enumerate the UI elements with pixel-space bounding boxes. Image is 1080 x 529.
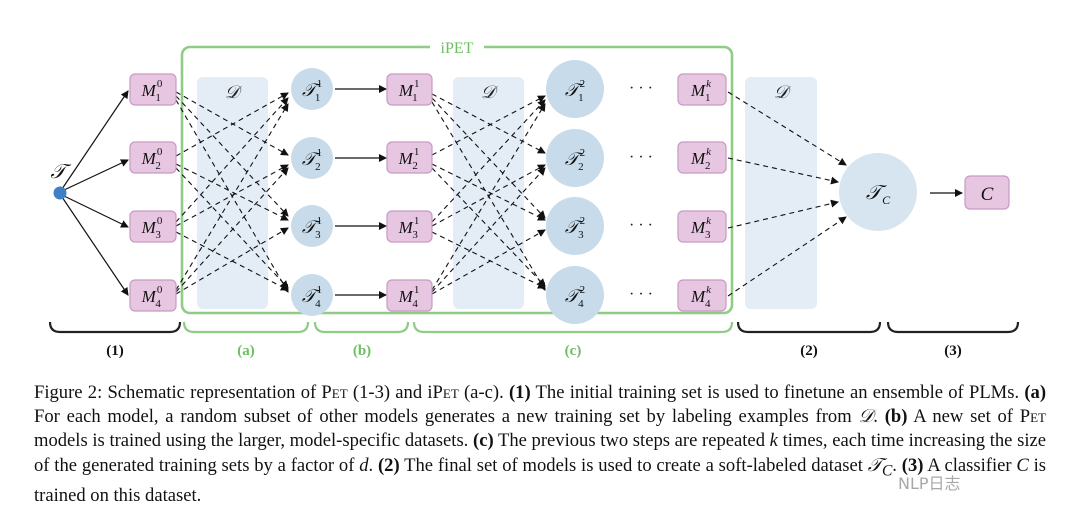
brace-b	[313, 321, 410, 334]
model-m0-4: M0 4	[129, 279, 177, 312]
svg-text:𝒯21: 𝒯2 1	[565, 78, 585, 104]
dashed-arrows-c	[431, 93, 546, 295]
svg-text:Mk3: Mk 3	[690, 215, 712, 241]
svg-text:𝒯14: 𝒯1 4	[302, 284, 322, 310]
stage-label-3: (3)	[944, 343, 962, 359]
ellipsis-4: · · ·	[629, 286, 653, 303]
ipet-schematic-figure: iPET 𝒟 𝒟 𝒟	[48, 38, 1020, 359]
brace-c	[412, 321, 734, 334]
model-mk-4: Mk 4	[677, 279, 727, 312]
svg-text:M11: M1 1	[398, 78, 419, 104]
model-m1-2: M1 2	[386, 141, 433, 174]
root-arrows	[61, 90, 129, 296]
stage-label-c: (c)	[565, 343, 582, 359]
tnode-t2-1: 𝒯2 1	[546, 60, 604, 118]
classifier-c-label: C	[981, 184, 994, 205]
svg-text:M03: M0 3	[141, 215, 163, 241]
tnode-t1-2: 𝒯1 2	[291, 137, 333, 179]
pet-name: Pet	[321, 382, 348, 403]
tnode-t2-2: 𝒯2 2	[546, 129, 604, 187]
tc-node: 𝒯C	[839, 153, 917, 231]
d-panel-3: 𝒟	[745, 77, 817, 309]
svg-text:Mk4: Mk 4	[690, 284, 712, 310]
d-label-1: 𝒟	[225, 82, 243, 102]
stage-label-a: (a)	[237, 343, 255, 359]
svg-text:M04: M0 4	[141, 284, 163, 310]
model-m1-1: M1 1	[386, 73, 433, 106]
root-label: 𝒯	[50, 161, 72, 183]
tc-sub: C	[882, 193, 891, 207]
model-m1-4: M1 4	[386, 279, 433, 312]
svg-text:Mk1: Mk 1	[690, 78, 712, 104]
tnode-t2-4: 𝒯2 4	[546, 266, 604, 324]
model-m1-3: M1 3	[386, 210, 433, 243]
d-label-2: 𝒟	[481, 82, 499, 102]
stage-label-2: (2)	[800, 343, 818, 359]
svg-text:M12: M1 2	[398, 146, 420, 172]
dashed-arrows-2	[727, 91, 847, 297]
d-label-3: 𝒟	[774, 82, 792, 102]
root-node: 𝒯	[50, 161, 72, 200]
svg-text:M02: M0 2	[141, 146, 163, 172]
figure-caption: Figure 2: Schematic representation of Pe…	[34, 382, 1047, 506]
ellipsis-1: · · ·	[629, 80, 653, 97]
d-panel-1: 𝒟	[197, 77, 268, 309]
tnode-t1-1: 𝒯1 1	[291, 68, 333, 110]
svg-text:M13: M1 3	[398, 215, 420, 241]
svg-text:𝒯11: 𝒯1 1	[302, 78, 322, 104]
svg-text:𝒯23: 𝒯2 3	[565, 215, 585, 241]
brace-1	[48, 321, 182, 334]
model-mk-3: Mk 3	[677, 210, 727, 243]
tnode-t2-3: 𝒯2 3	[546, 197, 604, 255]
d-symbol: 𝒟	[858, 406, 874, 428]
brace-2	[736, 321, 882, 334]
watermark: NLP日志	[898, 474, 961, 493]
solid-arrows-b	[335, 85, 387, 299]
svg-text:Mk2: Mk 2	[690, 146, 712, 172]
svg-text:𝒯13: 𝒯1 3	[302, 215, 322, 241]
ellipsis-3: · · ·	[629, 217, 653, 234]
brace-a	[182, 321, 310, 334]
classifier-c-node: C	[964, 175, 1010, 210]
svg-text:M01: M0 1	[141, 78, 163, 104]
svg-text:M14: M1 4	[398, 284, 420, 310]
model-m0-1: M0 1	[129, 73, 177, 106]
tnode-t1-4: 𝒯1 4	[291, 274, 333, 316]
tnode-t1-3: 𝒯1 3	[291, 205, 333, 247]
model-m0-2: M0 2	[129, 141, 177, 174]
ipet-label: iPET	[441, 40, 474, 57]
model-m0-3: M0 3	[129, 210, 177, 243]
ellipsis-2: · · ·	[629, 149, 653, 166]
svg-text:𝒯24: 𝒯2 4	[565, 284, 585, 310]
stage-label-1: (1)	[106, 343, 124, 359]
stage-label-b: (b)	[353, 343, 371, 359]
model-mk-1: Mk 1	[677, 73, 727, 106]
dashed-arrows-a	[175, 91, 289, 295]
svg-text:𝒯12: 𝒯1 2	[302, 147, 322, 173]
brace-3	[886, 321, 1020, 334]
model-mk-2: Mk 2	[677, 141, 727, 174]
d-panel-2: 𝒟	[453, 77, 524, 309]
svg-text:𝒯22: 𝒯2 2	[565, 147, 585, 173]
